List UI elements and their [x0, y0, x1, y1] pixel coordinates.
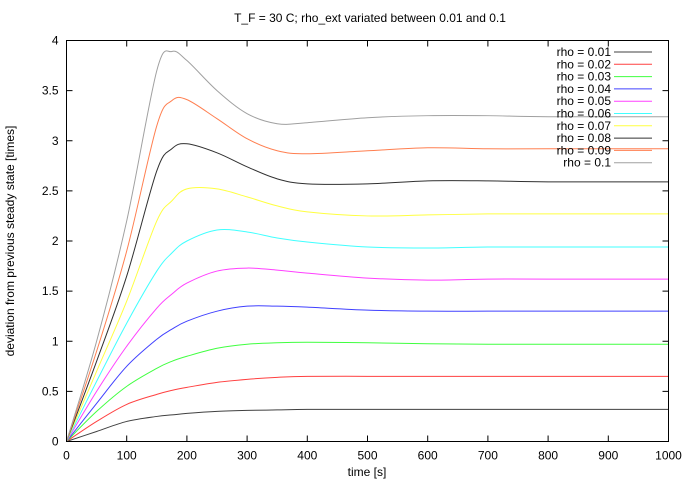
x-tick-label: 1000	[655, 449, 682, 463]
series-line-0.05	[66, 267, 669, 442]
x-tick-label: 200	[177, 449, 197, 463]
series-line-0.07	[66, 187, 669, 442]
x-axis-label: time [s]	[348, 465, 387, 479]
y-tick-label: 2	[52, 234, 59, 248]
x-tick-label: 800	[538, 449, 558, 463]
chart-title: T_F = 30 C; rho_ext variated between 0.0…	[234, 11, 506, 25]
legend-label: rho = 0.01	[557, 45, 612, 59]
series-line-0.08	[66, 143, 669, 442]
x-tick-label: 0	[63, 449, 70, 463]
legend-label: rho = 0.08	[557, 131, 612, 145]
x-tick-label: 600	[418, 449, 438, 463]
legend-label: rho = 0.04	[557, 82, 612, 96]
x-tick-label: 700	[478, 449, 498, 463]
series-line-0.01	[66, 408, 669, 442]
plot-frame	[66, 40, 669, 442]
x-tick-label: 500	[357, 449, 377, 463]
legend-label: rho = 0.02	[557, 57, 612, 71]
legend-label: rho = 0.06	[557, 107, 612, 121]
y-tick-label: 0.5	[42, 384, 59, 398]
y-tick-label: 4	[52, 34, 59, 48]
legend-label: rho = 0.1	[563, 156, 611, 170]
x-tick-label: 900	[598, 449, 618, 463]
x-tick-label: 100	[117, 449, 137, 463]
y-tick-label: 1	[52, 334, 59, 348]
series-line-0.04	[66, 305, 669, 442]
legend-label: rho = 0.03	[557, 70, 612, 84]
y-tick-label: 3.5	[42, 84, 59, 98]
y-tick-label: 3	[52, 134, 59, 148]
legend-label: rho = 0.07	[557, 119, 612, 133]
series-line-0.02	[66, 375, 669, 442]
legend-label: rho = 0.05	[557, 94, 612, 108]
x-tick-label: 300	[237, 449, 257, 463]
x-tick-label: 400	[297, 449, 317, 463]
legend-label: rho = 0.09	[557, 143, 612, 157]
y-tick-label: 2.5	[42, 184, 59, 198]
y-tick-label: 1.5	[42, 284, 59, 298]
series-line-0.06	[66, 228, 669, 442]
series-line-0.1	[66, 50, 669, 442]
series-line-0.03	[66, 341, 669, 442]
series-line-0.09	[66, 96, 669, 442]
y-axis-label: deviation from previous steady state [ti…	[3, 126, 17, 357]
y-tick-label: 0	[52, 435, 59, 449]
